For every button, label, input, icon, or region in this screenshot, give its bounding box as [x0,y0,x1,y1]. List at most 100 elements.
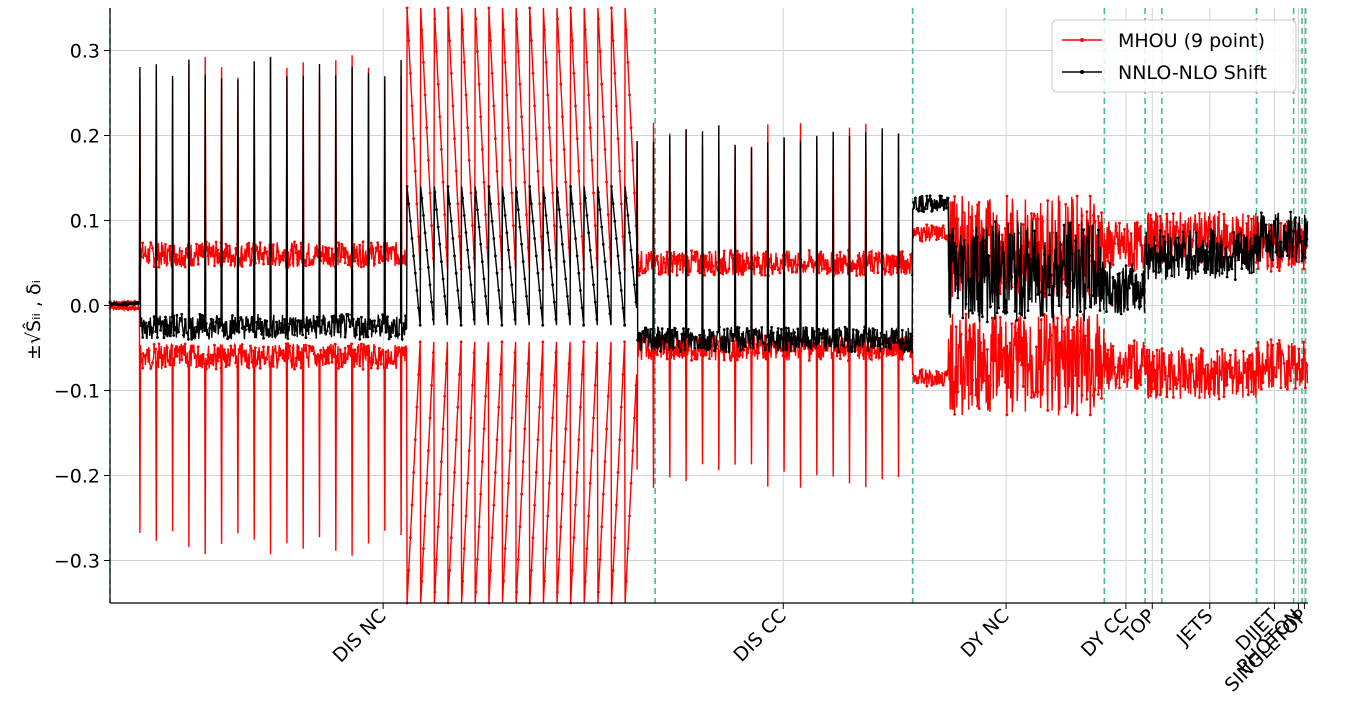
data-point [739,254,742,258]
data-point [1258,364,1262,368]
data-point [1132,339,1136,343]
data-point [304,343,308,347]
data-point [593,224,597,228]
data-point [315,248,319,252]
data-point [971,378,974,382]
data-point [1242,350,1245,353]
data-point [1183,224,1187,228]
data-point [820,351,824,355]
data-point [507,481,510,485]
data-point [474,17,478,21]
data-point [1105,255,1108,259]
data-point [1012,370,1015,374]
data-point [958,252,961,255]
data-point [745,256,749,260]
data-point [454,438,458,442]
data-point [1269,338,1273,341]
data-point [229,331,233,335]
data-point [644,326,648,330]
data-point [753,333,757,336]
data-point [974,214,978,218]
data-point [291,346,295,350]
data-point [592,191,595,195]
data-point [466,126,469,130]
data-point [1277,339,1281,342]
data-point [927,233,930,236]
data-point [409,71,412,75]
data-point [1178,377,1182,381]
data-point [753,256,757,260]
data-point [508,266,512,269]
data-point [784,253,788,257]
data-point [180,249,184,253]
data-point [405,185,409,188]
data-point [400,346,404,350]
data-point [188,326,192,330]
data-point [1246,252,1250,256]
data-point [374,361,378,365]
data-point [418,340,422,344]
data-point [561,492,564,496]
data-point [853,350,857,353]
data-point [1126,229,1130,233]
data-point [275,351,278,354]
data-point [477,82,481,86]
data-point [1194,231,1198,234]
data-point [1124,250,1128,253]
data-point [444,246,448,249]
data-point [448,569,451,572]
data-point [1111,276,1115,279]
data-point [195,365,198,369]
data-point [726,270,729,274]
data-point [758,337,762,341]
data-point [208,326,212,330]
data-point [156,361,159,364]
data-point [469,416,473,420]
data-point [433,190,437,194]
data-point [1088,194,1092,198]
data-point [917,232,921,235]
data-point [933,375,937,379]
data-point [474,190,478,194]
data-point [160,320,164,323]
legend-marker [1080,70,1084,74]
data-point [1025,233,1028,237]
data-point [1245,249,1249,253]
data-point [564,180,568,184]
data-point [441,180,445,184]
data-point [276,250,280,254]
data-point [1185,233,1188,237]
data-point [1256,267,1260,270]
data-point [778,334,782,337]
data-point [1139,304,1143,308]
data-point [492,237,496,240]
data-point [1113,242,1117,245]
data-point [469,191,473,195]
data-point [647,348,651,352]
data-point [752,328,756,332]
data-point [634,384,638,387]
data-point [404,346,407,350]
data-point [1090,348,1094,352]
data-point [214,240,218,244]
data-point [521,460,525,463]
data-point [1175,221,1178,224]
data-point [378,318,381,322]
data-point [945,237,948,241]
data-point [556,17,559,21]
data-point [1123,278,1126,282]
data-point [1119,312,1123,316]
data-point [276,358,280,361]
data-point [1269,270,1273,273]
data-point [1303,386,1307,390]
data-point [1212,234,1216,238]
data-point [1110,297,1113,300]
data-point [407,39,411,42]
data-point [969,215,973,219]
data-point [512,384,515,387]
data-point [418,323,422,327]
data-point [884,269,888,273]
data-point [315,359,319,363]
data-point [446,185,450,188]
data-point [306,355,309,359]
